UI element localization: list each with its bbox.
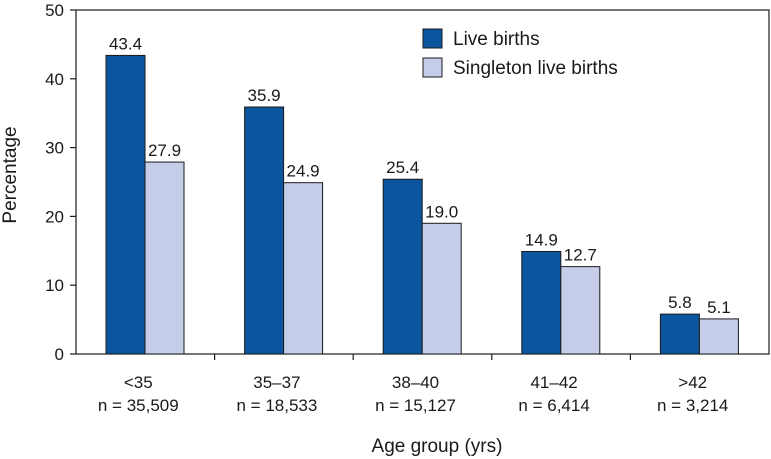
bar-singleton-live-births <box>283 182 324 355</box>
y-tick-label: 20 <box>45 207 64 226</box>
x-category-n: n = 6,414 <box>518 396 589 415</box>
x-category-n: n = 18,533 <box>236 396 317 415</box>
legend-swatch <box>422 28 443 49</box>
bar-live-births <box>382 178 423 355</box>
legend-swatch <box>422 57 443 78</box>
data-label: 43.4 <box>109 34 142 53</box>
y-tick-label: 30 <box>45 139 64 158</box>
y-tick-label: 40 <box>45 70 64 89</box>
data-label: 27.9 <box>148 141 181 160</box>
bar-singleton-live-births <box>144 161 185 355</box>
data-label: 25.4 <box>386 158 419 177</box>
bar-singleton-live-births <box>560 266 601 355</box>
legend-label: Singleton live births <box>453 58 618 79</box>
data-label: 12.7 <box>564 246 597 265</box>
x-category-label: 41–42 <box>530 373 577 392</box>
bar-live-births <box>244 106 285 355</box>
data-label: 5.1 <box>707 298 731 317</box>
bar-live-births <box>105 54 146 355</box>
y-axis-title: Percentage <box>0 126 21 223</box>
y-tick-label: 0 <box>55 345 64 364</box>
y-tick-label: 50 <box>45 1 64 20</box>
bar-live-births <box>521 250 562 355</box>
x-category-n: n = 35,509 <box>98 396 179 415</box>
x-category-label: <35 <box>124 373 153 392</box>
x-category-label: 38–40 <box>392 373 439 392</box>
data-label: 19.0 <box>425 202 458 221</box>
data-label: 14.9 <box>525 230 558 249</box>
x-category-label: 35–37 <box>253 373 300 392</box>
bar-live-births <box>659 313 700 355</box>
legend: Live births Singleton live births <box>422 28 618 79</box>
data-label: 35.9 <box>248 86 281 105</box>
bar-singleton-live-births <box>421 222 462 355</box>
x-axis-title: Age group (yrs) <box>372 436 503 457</box>
x-category-label: >42 <box>678 373 707 392</box>
y-tick-label: 10 <box>45 276 64 295</box>
bars: 43.4 35.9 25.4 14.9 5.8 27.9 24.9 19.0 12.7 5.1 <box>105 34 739 355</box>
legend-label: Live births <box>453 29 540 50</box>
y-axis: 0 10 20 30 40 50 <box>45 1 76 364</box>
x-category-n: n = 3,214 <box>657 396 728 415</box>
x-category-n: n = 15,127 <box>375 396 456 415</box>
x-axis: <35 n = 35,509 35–37 n = 18,533 38–40 n = 15,… <box>98 354 728 415</box>
data-label: 5.8 <box>668 293 692 312</box>
data-label: 24.9 <box>287 162 320 181</box>
bar-singleton-live-births <box>698 318 739 355</box>
